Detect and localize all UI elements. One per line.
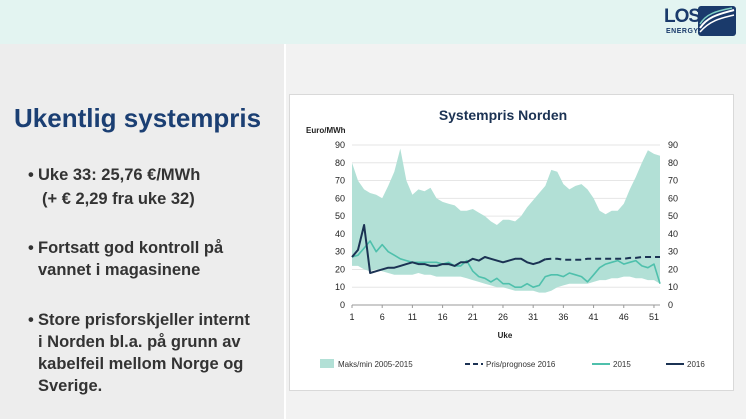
legend-label-series: Pris/prognose 2016 — [486, 360, 556, 369]
x-tick-label: 26 — [498, 312, 508, 322]
y-tick-label-right: 30 — [668, 247, 678, 257]
chart-frame: Systempris Norden Euro/MWh Uke 0 0 10 10 20 2… — [289, 94, 734, 391]
slide-title: Ukentlig systempris — [14, 103, 262, 133]
chart-title: Systempris Norden — [439, 107, 567, 123]
x-axis-label: Uke — [498, 331, 513, 340]
y-tick-label-right: 60 — [668, 193, 678, 203]
x-tick-label: 41 — [589, 312, 599, 322]
logo-wordmark: LOS — [664, 6, 701, 27]
company-logo: LOS ENERGY — [662, 6, 738, 40]
price-chart: Systempris Norden Euro/MWh Uke 0 0 10 10 20 2… — [306, 107, 705, 369]
bullet-3-line-3: kabelfeil mellom Norge og — [38, 355, 244, 373]
series-line-2016 — [351, 224, 546, 274]
bullet-2: • Fortsatt god kontroll på vannet i maga… — [28, 237, 224, 281]
x-tick-label: 6 — [380, 312, 385, 322]
bullet-dot: • — [28, 239, 34, 257]
y-tick-label-left: 0 — [340, 300, 345, 310]
bullet-dot: • — [28, 166, 34, 184]
y-tick-label-left: 80 — [335, 158, 345, 168]
x-tick-label: 51 — [649, 312, 659, 322]
y-tick-label-right: 40 — [668, 229, 678, 239]
legend-label-series: 2016 — [687, 360, 705, 369]
y-tick-label-right: 90 — [668, 140, 678, 150]
bullet-2-line-2: vannet i magasinene — [38, 261, 201, 279]
bullet-3-line-1: Store prisforskjeller internt — [38, 311, 250, 329]
y-tick-label-right: 70 — [668, 176, 678, 186]
y-tick-label-left: 10 — [335, 282, 345, 292]
y-tick-label-right: 80 — [668, 158, 678, 168]
text-panel — [0, 44, 284, 419]
y-tick-label-right: 20 — [668, 264, 678, 274]
panel-divider — [284, 44, 286, 419]
bullet-1: • Uke 33: 25,76 €/MWh — [28, 164, 201, 186]
y-tick-label-left: 70 — [335, 176, 345, 186]
bullet-3-line-2: i Norden bl.a. på grunn av — [38, 333, 241, 351]
bullet-3: • Store prisforskjeller internt i Norden… — [28, 309, 250, 397]
x-tick-label: 16 — [438, 312, 448, 322]
band-layer — [352, 148, 660, 293]
band-area-maks-min — [352, 148, 660, 293]
bullet-1-line-1: Uke 33: 25,76 €/MWh — [38, 166, 201, 184]
y-tick-label-right: 0 — [668, 300, 673, 310]
y-tick-label-left: 50 — [335, 211, 345, 221]
series-lines — [351, 224, 661, 288]
x-tick-label: 31 — [528, 312, 538, 322]
y-tick-label-left: 90 — [335, 140, 345, 150]
x-tick-label: 1 — [349, 312, 354, 322]
x-tick-label: 11 — [408, 312, 417, 322]
y-tick-label-left: 20 — [335, 264, 345, 274]
chart-legend: Maks/min 2005-2015 Pris/prognose 2016 2015… — [320, 359, 705, 369]
x-tick-label: 46 — [619, 312, 629, 322]
legend-swatch-band — [320, 359, 334, 368]
bullet-1-line-2: (+ € 2,29 fra uke 32) — [42, 190, 195, 208]
y-tick-label-left: 40 — [335, 229, 345, 239]
bullet-dot: • — [28, 311, 34, 329]
header-band — [0, 0, 746, 44]
bullet-1-sub: (+ € 2,29 fra uke 32) — [42, 188, 195, 210]
logo-subtext: ENERGY — [666, 28, 699, 35]
bullet-3-line-4: Sverige. — [38, 377, 103, 395]
series-line-2015 — [351, 240, 661, 288]
y-tick-label-left: 60 — [335, 193, 345, 203]
x-tick-label: 36 — [558, 312, 568, 322]
y-tick-label-right: 10 — [668, 282, 678, 292]
legend-label-series: 2015 — [613, 360, 631, 369]
legend-label-band: Maks/min 2005-2015 — [338, 360, 413, 369]
y-tick-label-right: 50 — [668, 211, 678, 221]
y-axis-unit-label: Euro/MWh — [306, 126, 346, 135]
series-line-pris-prognose-2016 — [545, 256, 660, 261]
x-tick-label: 21 — [468, 312, 478, 322]
wave-emblem-icon — [698, 6, 736, 36]
bullet-2-line-1: Fortsatt god kontroll på — [38, 239, 224, 257]
y-tick-label-left: 30 — [335, 247, 345, 257]
